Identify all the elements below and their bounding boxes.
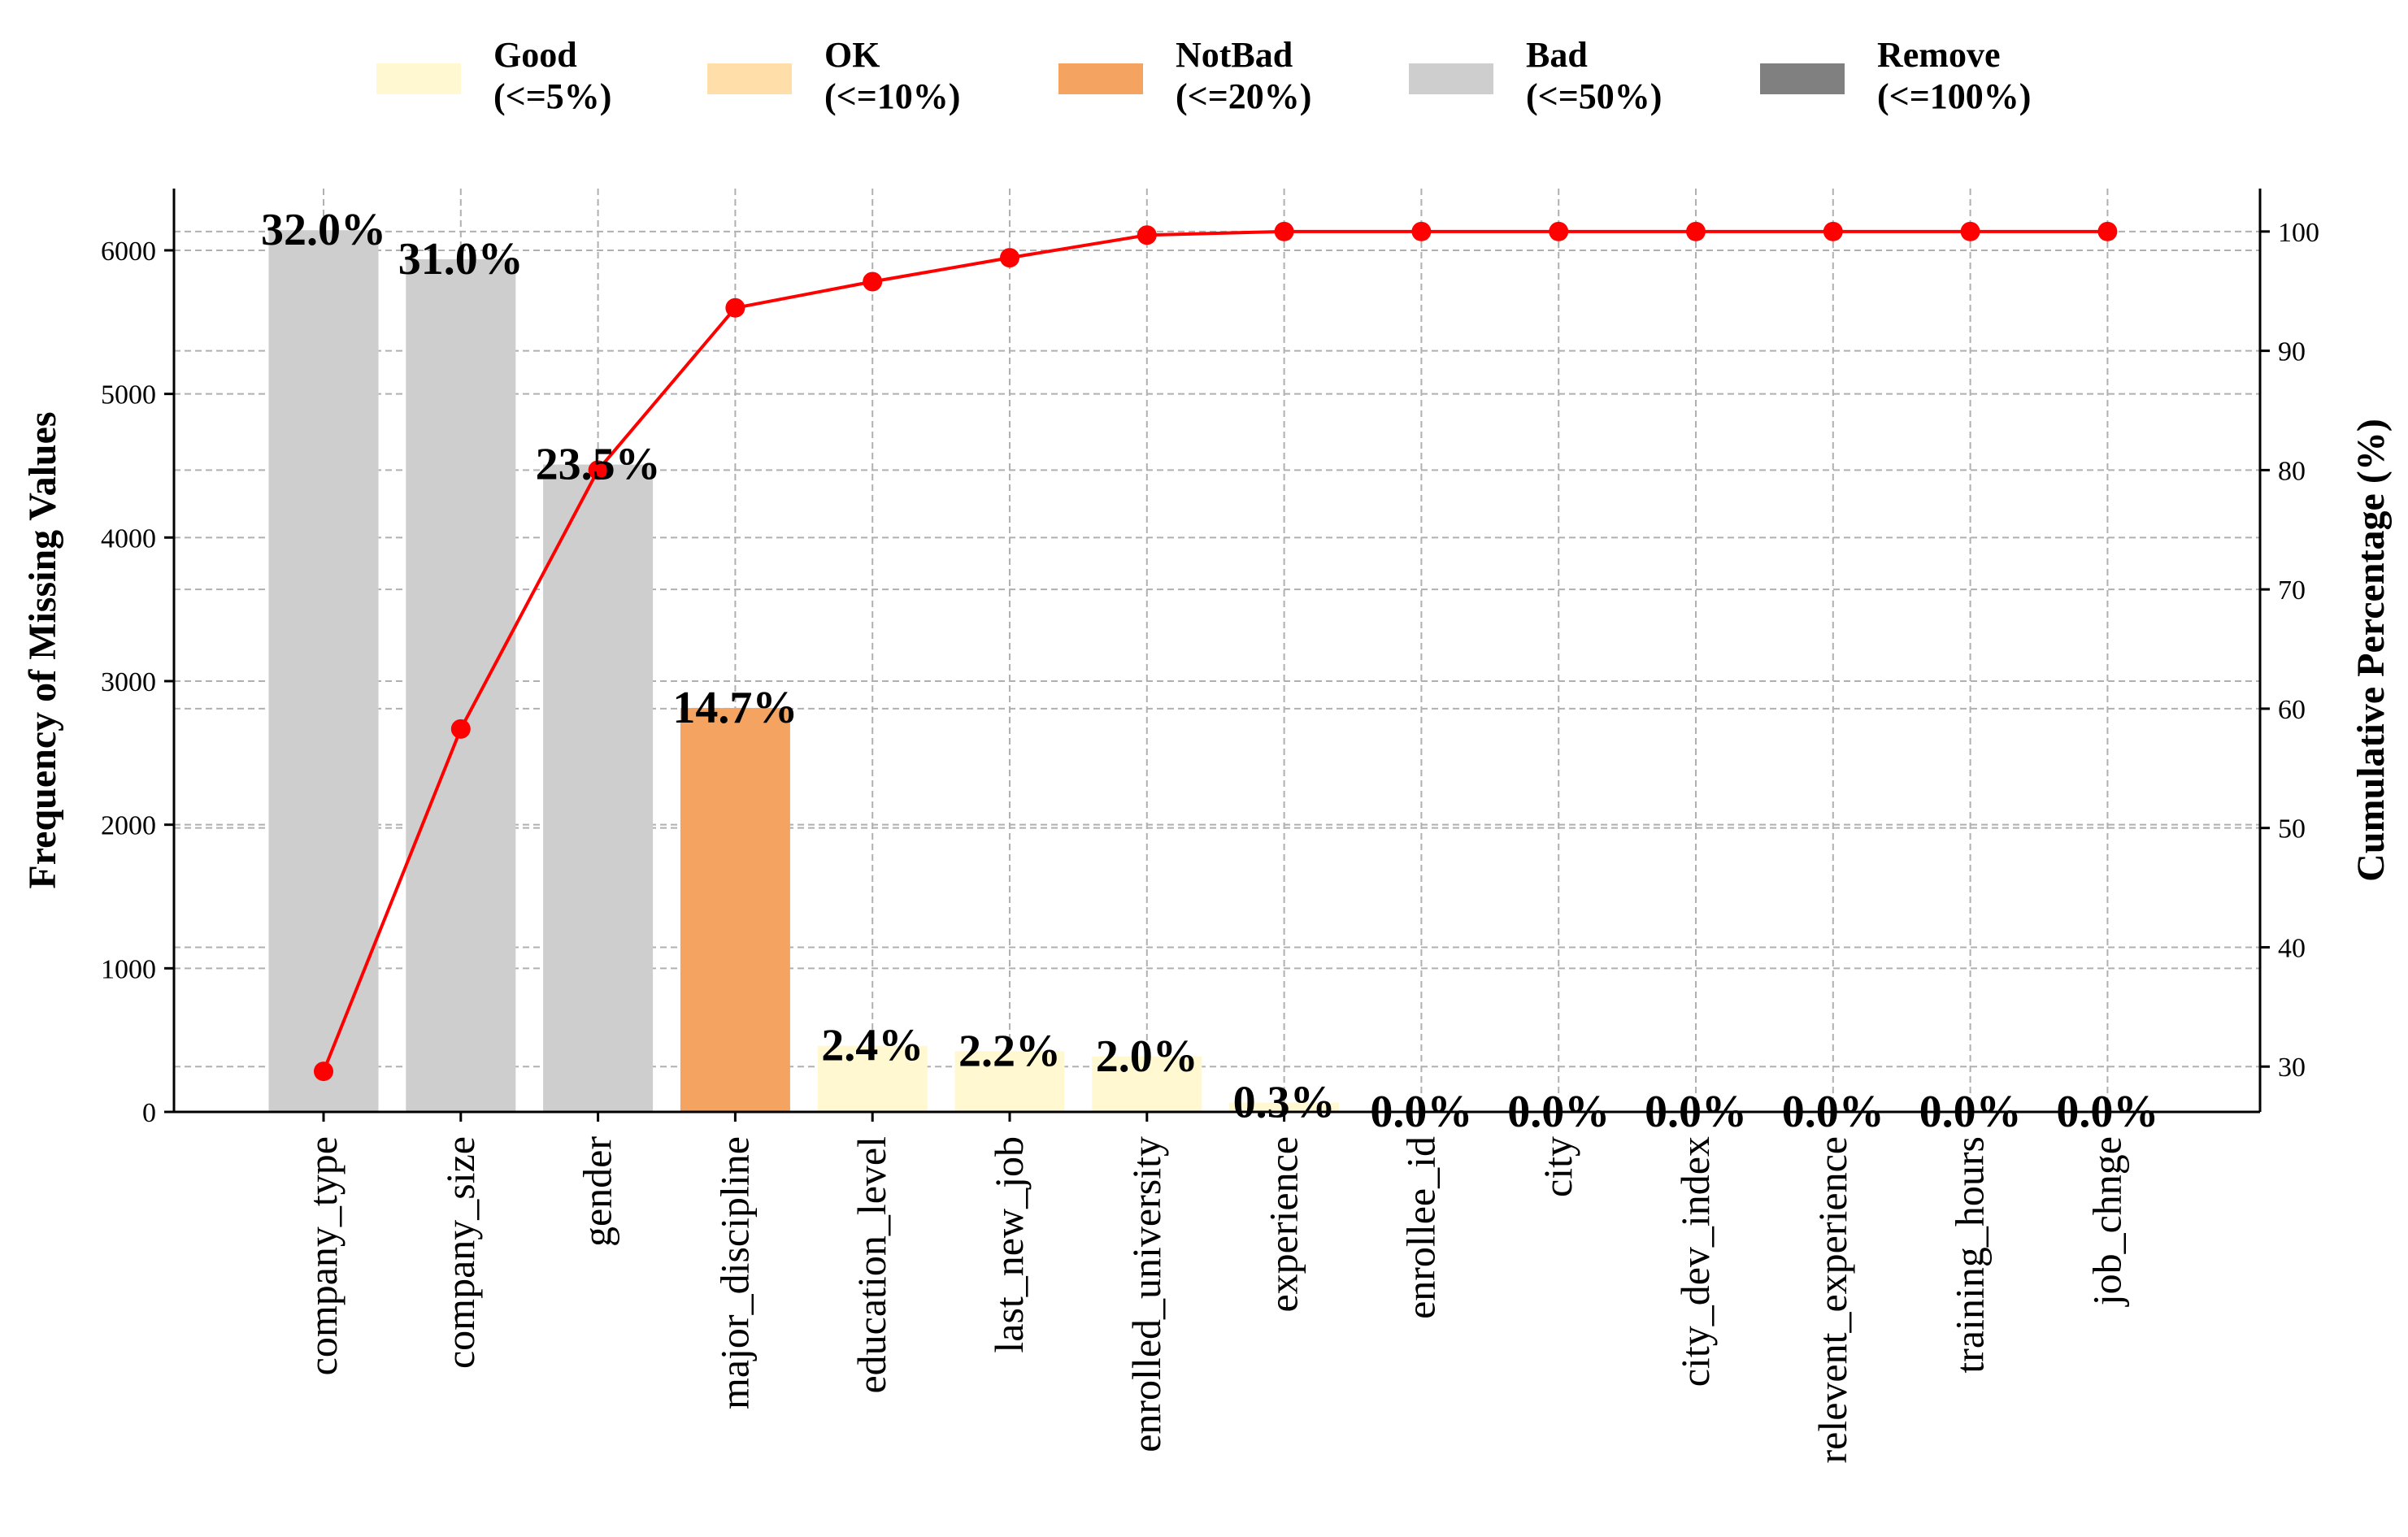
y2-tick-label: 70 xyxy=(2278,575,2306,606)
bar-value-label: 31.0% xyxy=(398,234,524,284)
legend-label-name: Good xyxy=(493,35,577,75)
bar xyxy=(268,230,379,1112)
cumulative-point xyxy=(314,1062,333,1082)
y-tick-label: 1000 xyxy=(101,954,156,984)
cumulative-point xyxy=(2097,221,2118,241)
bar-value-label: 2.0% xyxy=(1096,1031,1198,1082)
legend-entry: NotBad(<=20%) xyxy=(1058,35,1311,116)
cumulative-point xyxy=(1549,221,1569,241)
y-tick-label: 2000 xyxy=(101,811,156,841)
category-label: company_size xyxy=(437,1136,483,1369)
category-label: experience xyxy=(1261,1136,1306,1313)
legend: Good(<=5%) OK(<=10%) NotBad(<=20%) Bad(<=50… xyxy=(376,35,2031,116)
y-tick-label: 5000 xyxy=(101,380,156,410)
cumulative-line xyxy=(322,229,2108,1072)
legend-label-range: (<=50%) xyxy=(1526,76,1662,116)
legend-entry: Bad(<=50%) xyxy=(1409,35,1662,116)
category-label: last_new_job xyxy=(986,1136,1032,1353)
legend-label-range: (<=5%) xyxy=(493,76,611,116)
bar xyxy=(1229,1102,1340,1112)
cumulative-point xyxy=(1960,221,1980,241)
category-label: training_hours xyxy=(1947,1136,1993,1374)
bar xyxy=(817,1045,928,1112)
cumulative-line-series xyxy=(314,221,2118,1082)
y2-tick-label: 100 xyxy=(2278,218,2319,248)
cumulative-point xyxy=(1823,221,1843,241)
category-label: company_type xyxy=(300,1136,346,1375)
legend-swatch xyxy=(707,63,792,94)
category-label: relevent_experience xyxy=(1810,1136,1855,1464)
y-tick-label: 0 xyxy=(142,1098,156,1128)
y2-tick-label: 60 xyxy=(2278,695,2306,725)
bar-value-label: 2.2% xyxy=(958,1026,1061,1076)
cumulative-point xyxy=(1686,221,1706,241)
y-tick-label: 6000 xyxy=(101,237,156,267)
cumulative-point xyxy=(1274,221,1294,241)
legend-label-name: NotBad xyxy=(1176,35,1293,75)
cumulative-point xyxy=(588,460,608,480)
legend-swatch xyxy=(376,63,461,94)
y2-tick-label: 90 xyxy=(2278,337,2306,367)
category-label: education_level xyxy=(849,1136,894,1394)
bar-value-label: 2.4% xyxy=(821,1021,924,1071)
category-label: enrolled_university xyxy=(1124,1136,1169,1452)
category-label: gender xyxy=(575,1136,620,1247)
legend-entry: Good(<=5%) xyxy=(376,35,611,116)
y2-axis-title: Cumulative Percentage (%) xyxy=(2349,419,2393,882)
y2-tick-label: 50 xyxy=(2278,814,2306,844)
category-label: job_chnge xyxy=(2084,1136,2129,1307)
cumulative-point xyxy=(725,297,745,318)
y2-tick-label: 40 xyxy=(2278,933,2306,963)
bar xyxy=(1092,1056,1202,1112)
legend-label-name: OK xyxy=(824,35,880,75)
cumulative-point xyxy=(863,271,883,292)
bar-value-label: 14.7% xyxy=(672,683,798,733)
legend-label-range: (<=100%) xyxy=(1877,76,2031,116)
category-label: city xyxy=(1535,1136,1580,1197)
bars xyxy=(268,230,1340,1112)
category-labels: company_type company_size gender major_disc… xyxy=(300,1136,2129,1464)
y2-tick-label: 80 xyxy=(2278,456,2306,486)
bar-value-label: 23.5% xyxy=(536,440,661,490)
legend-swatch xyxy=(1409,63,1493,94)
legend-entry: Remove(<=100%) xyxy=(1760,35,2031,116)
ticks: 0 1000 2000 3000 4000 5000 6000 30 40 50 60 70 80 90 1… xyxy=(101,218,2319,1128)
cumulative-point xyxy=(1137,225,1157,245)
bar xyxy=(406,258,516,1112)
legend-swatch xyxy=(1760,63,1845,94)
category-label: city_dev_index xyxy=(1672,1136,1718,1387)
legend-label-name: Bad xyxy=(1526,35,1588,75)
cumulative-point xyxy=(1411,221,1432,241)
legend-label-name: Remove xyxy=(1877,35,2001,75)
bar xyxy=(680,708,790,1112)
cumulative-point xyxy=(1000,248,1019,268)
category-label: major_discipline xyxy=(711,1136,757,1409)
legend-swatch xyxy=(1058,63,1143,94)
y2-tick-label: 30 xyxy=(2278,1053,2306,1083)
y-axis-title: Frequency of Missing Values xyxy=(21,411,64,888)
axes xyxy=(172,189,2262,1114)
legend-label-range: (<=10%) xyxy=(824,76,960,116)
y-tick-label: 4000 xyxy=(101,523,156,554)
y-tick-label: 3000 xyxy=(101,667,156,697)
legend-entry: OK(<=10%) xyxy=(707,35,960,116)
legend-label-range: (<=20%) xyxy=(1176,76,1311,116)
cumulative-point xyxy=(450,719,471,739)
bar xyxy=(543,464,654,1112)
bar xyxy=(954,1051,1065,1112)
category-label: enrollee_id xyxy=(1397,1136,1443,1319)
bar-value-label: 32.0% xyxy=(261,205,386,255)
